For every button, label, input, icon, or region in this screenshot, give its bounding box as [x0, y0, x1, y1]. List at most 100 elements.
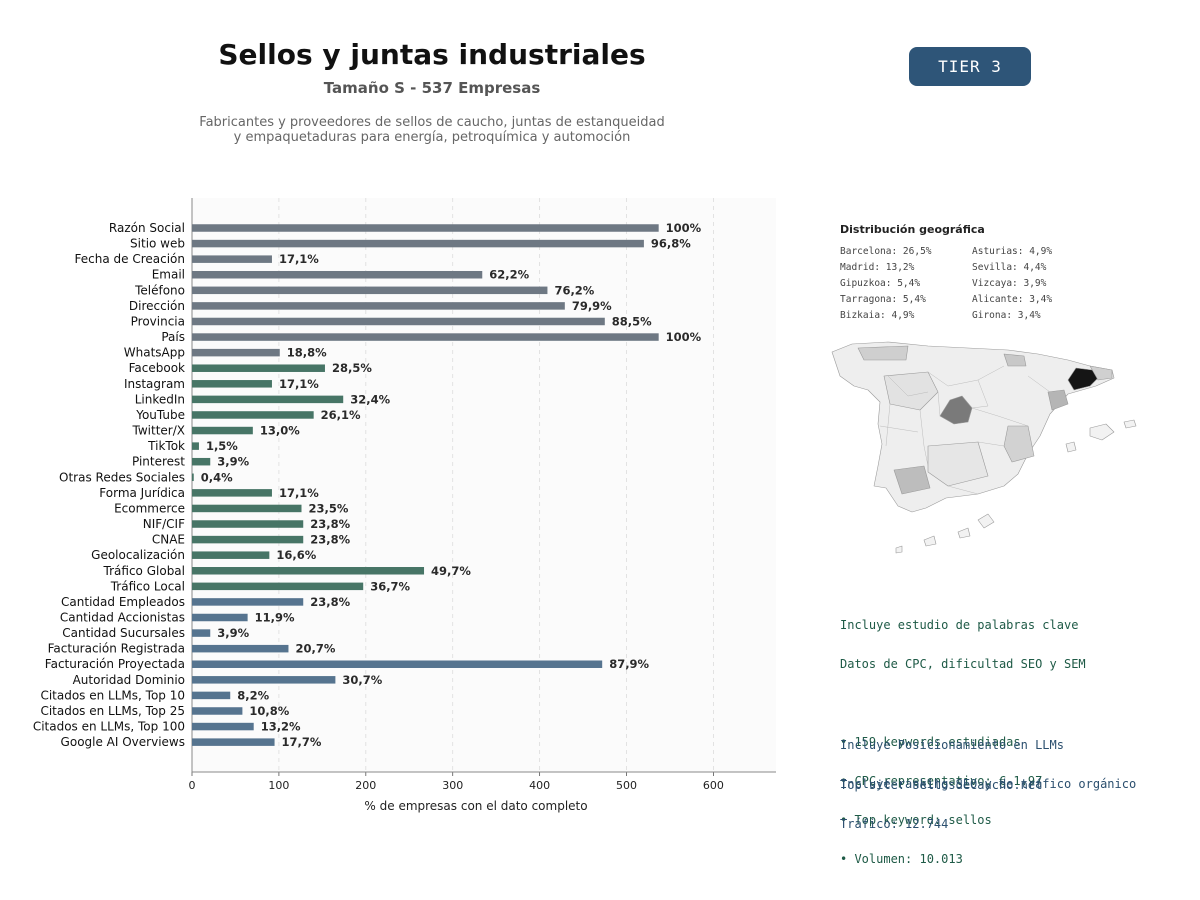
bar	[192, 598, 304, 606]
spain-map	[831, 341, 1137, 554]
value-label: 3,9%	[217, 455, 249, 469]
value-label: 87,9%	[609, 657, 649, 671]
value-label: 17,7%	[282, 735, 322, 749]
map-region-sevilla	[893, 465, 931, 495]
bar	[192, 660, 603, 668]
keywords-block: Incluye estudio de palabras clave Datos …	[840, 593, 1086, 879]
value-label: 100%	[666, 330, 702, 344]
bar	[192, 348, 280, 357]
category-label: País	[161, 330, 185, 344]
category-label: Facturación Proyectada	[45, 657, 185, 671]
bar-chart: 0 100 200 300 400 500 600 Razón Social 100% Sitio…	[33, 198, 776, 813]
category-label: Pinterest	[132, 455, 185, 469]
x-axis-title: % de empresas con el dato completo	[364, 799, 587, 813]
bar	[192, 302, 565, 310]
value-label: 23,8%	[310, 533, 350, 547]
value-label: 1,5%	[206, 439, 238, 453]
value-label: 32,4%	[350, 392, 390, 406]
value-label: 26,1%	[321, 408, 361, 422]
category-label: Instagram	[124, 377, 185, 391]
keywords-bullet-count: • 159 keywords estudiadas	[840, 735, 1021, 749]
value-label: 49,7%	[431, 564, 471, 578]
keywords-line-1: Incluye estudio de palabras clave	[840, 618, 1079, 632]
category-label: Facebook	[129, 361, 185, 375]
llm-line-2: Incluye ranking SEO y de tráfico orgánic…	[840, 777, 1137, 791]
category-label: LinkedIn	[135, 392, 185, 406]
category-label: Forma Jurídica	[99, 486, 185, 500]
map-balearic-ibiza	[1065, 441, 1077, 453]
x-tick-label: 500	[616, 779, 637, 792]
x-tick-label: 200	[355, 779, 376, 792]
bar	[192, 535, 304, 544]
value-label: 8,2%	[237, 688, 269, 702]
value-label: 79,9%	[572, 299, 612, 313]
value-label: 0,4%	[201, 470, 233, 484]
top-site-traffic: Tráfico: 12.744	[840, 817, 949, 831]
keywords-bullet-top: • Top keyword: sellos	[840, 813, 992, 827]
category-label: Cantidad Accionistas	[60, 611, 185, 625]
map-balearic-mallorca	[1089, 423, 1115, 441]
bar	[192, 707, 243, 715]
bar	[192, 457, 211, 466]
category-label: Geolocalización	[91, 548, 185, 562]
x-tick-label: 300	[442, 779, 463, 792]
map-mainland	[831, 341, 1115, 513]
value-label: 23,5%	[309, 501, 349, 515]
llm-line-1: Incluye Posicionamiento en LLMs	[840, 738, 1064, 752]
value-label: 17,1%	[279, 377, 319, 391]
x-tick-label: 600	[703, 779, 724, 792]
value-label: 96,8%	[651, 237, 691, 251]
category-label: Fecha de Creación	[75, 252, 185, 266]
geo-item: Bizkaia: 4,9%	[840, 310, 915, 321]
value-label: 17,1%	[279, 486, 319, 500]
category-label: Cantidad Empleados	[61, 595, 185, 609]
bar	[192, 239, 644, 248]
map-region-tarragona	[1047, 389, 1069, 411]
category-label: Citados en LLMs, Top 10	[40, 688, 185, 702]
category-label: WhatsApp	[124, 346, 185, 360]
bar	[192, 255, 272, 263]
category-label: Email	[152, 268, 185, 282]
map-canary-3	[923, 535, 937, 547]
category-label: Otras Redes Sociales	[59, 470, 185, 484]
bar	[192, 520, 304, 528]
top-site-block: Top site: sellosdecaucho.net Tráfico: 12…	[840, 753, 1042, 844]
bar	[192, 629, 211, 637]
bar	[192, 395, 344, 404]
bar	[192, 551, 270, 559]
bar	[192, 504, 302, 513]
bar	[192, 364, 325, 372]
keywords-bullet-volume: • Volumen: 10.013	[840, 852, 963, 866]
value-label: 18,8%	[287, 346, 327, 360]
bar	[192, 613, 248, 622]
x-tick-label: 400	[529, 779, 550, 792]
bar	[192, 644, 289, 653]
x-tick-label: 0	[189, 779, 196, 792]
value-label: 11,9%	[255, 611, 295, 625]
geo-item: Asturias: 4,9%	[972, 246, 1053, 257]
bar	[192, 411, 314, 419]
page-description: Fabricantes y proveedores de sellos de c…	[182, 115, 682, 145]
map-region-asturias	[857, 345, 909, 361]
geo-item: Madrid: 13,2%	[840, 262, 915, 273]
bar	[192, 426, 253, 435]
bar	[192, 567, 425, 575]
value-label: 30,7%	[342, 673, 382, 687]
category-label: Ecommerce	[114, 501, 185, 515]
tier-badge: TIER 3	[909, 47, 1031, 86]
bar	[192, 224, 659, 232]
category-label: NIF/CIF	[143, 517, 185, 531]
geo-item: Vizcaya: 3,9%	[972, 278, 1047, 289]
value-label: 76,2%	[554, 283, 594, 297]
page-title: Sellos y juntas industriales	[218, 38, 646, 71]
category-label: Razón Social	[109, 221, 185, 235]
bar	[192, 691, 231, 700]
geo-item: Girona: 3,4%	[972, 310, 1041, 321]
map-canary-2	[957, 527, 971, 539]
bar	[192, 473, 194, 482]
value-label: 10,8%	[249, 704, 289, 718]
category-label: Citados en LLMs, Top 25	[40, 704, 185, 718]
category-label: Provincia	[131, 314, 185, 328]
bar	[192, 738, 275, 746]
value-label: 100%	[666, 221, 702, 235]
